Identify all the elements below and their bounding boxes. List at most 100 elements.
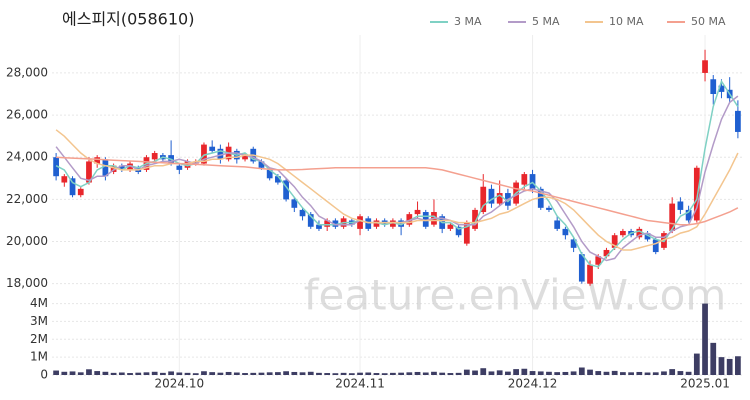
candle-body [570, 239, 577, 248]
volume-bar [652, 372, 659, 375]
volume-bar [472, 370, 478, 375]
candle-body [652, 239, 659, 253]
volume-bar [628, 372, 634, 375]
volume-bar [168, 371, 174, 375]
candle-body [373, 220, 380, 227]
volume-bar [192, 373, 199, 375]
candle-body [390, 220, 396, 227]
volume-bar [685, 371, 692, 375]
candle-body [554, 220, 561, 229]
x-tick-label: 2024.10 [155, 377, 205, 391]
candle-body [611, 235, 618, 248]
volume-bar [636, 371, 643, 375]
candle-body [258, 161, 265, 168]
candle-body [693, 167, 700, 221]
candle-body [677, 201, 684, 210]
candle-body [151, 153, 158, 160]
y-tick-label: 3M [30, 314, 48, 328]
y-tick-label: 1M [30, 350, 48, 364]
candle-body [447, 224, 454, 229]
volume-bar [275, 372, 281, 375]
candle-body [422, 212, 429, 227]
volume-bar [61, 371, 68, 375]
volume-bar [578, 367, 585, 375]
candle-body [578, 254, 585, 282]
candle-body [587, 264, 593, 284]
candle-body [398, 220, 404, 227]
volume-bar [77, 372, 84, 375]
y-tick-label: 26,000 [6, 108, 48, 122]
candle-body [201, 144, 207, 164]
volume-bar [726, 358, 733, 375]
candle-body [242, 155, 248, 160]
candle-body [266, 169, 273, 179]
volume-bar [266, 372, 273, 375]
x-tick-label: 2025.01 [680, 377, 730, 391]
legend-label: 3 MA [454, 15, 482, 28]
volume-bar [127, 373, 133, 375]
x-tick-label: 2024.11 [335, 377, 385, 391]
volume-bar [135, 372, 142, 375]
volume-bar [595, 371, 602, 375]
volume-bar [365, 372, 372, 375]
volume-bar [735, 356, 741, 375]
candle-body [192, 161, 199, 164]
volume-bar [398, 372, 404, 375]
volume-bar [151, 371, 158, 375]
volume-bar [505, 371, 511, 375]
volume-bar [250, 372, 257, 375]
volume-bar [702, 303, 708, 375]
volume-bar [620, 372, 626, 375]
volume-bar [233, 372, 240, 375]
ma-line [56, 156, 739, 226]
volume-bar [463, 369, 470, 375]
y-tick-label: 4M [30, 296, 48, 310]
volume-bar [307, 371, 314, 375]
volume-bar [603, 371, 610, 375]
volume-bar [110, 372, 117, 375]
volume-bar [53, 370, 59, 375]
volume-bar [225, 371, 232, 375]
y-tick-label: 24,000 [6, 150, 48, 164]
volume-bar [176, 372, 183, 375]
volume-bar [184, 372, 191, 375]
volume-bar [447, 373, 454, 375]
candle-body [176, 165, 183, 170]
volume-bar [529, 371, 536, 375]
volume-bar [677, 371, 684, 375]
chart-title: 에스피지(058610) [62, 10, 194, 29]
candle-body [291, 199, 298, 208]
candle-body [209, 146, 216, 151]
candle-body [77, 188, 84, 196]
volume-bar [480, 368, 487, 375]
candle-body [275, 176, 281, 183]
volume-bar [562, 371, 569, 375]
candle-body [307, 214, 314, 227]
volume-bar [242, 373, 248, 375]
candle-body [406, 214, 413, 225]
candle-body [127, 163, 133, 170]
candle-body [357, 216, 363, 229]
candle-body [529, 174, 536, 189]
volume-bar [488, 371, 495, 375]
volume-bar [669, 369, 676, 375]
candle-body [61, 176, 68, 183]
volume-bar [455, 372, 462, 375]
volume-bar [570, 371, 577, 375]
volume-bar [373, 373, 380, 375]
volume-bar [340, 372, 347, 375]
candle-body [546, 207, 552, 210]
watermark: feature.enVieW.com [304, 271, 727, 320]
volume-bar [283, 371, 289, 375]
volume-bar [661, 371, 667, 375]
candle-body [472, 209, 478, 229]
volume-bar [381, 373, 388, 375]
candle-body [603, 249, 610, 257]
volume-bar [439, 372, 446, 375]
volume-bar [258, 372, 265, 375]
y-tick-label: 28,000 [6, 65, 48, 79]
volume-bar [332, 373, 339, 375]
candle-body [636, 228, 643, 238]
candle-body [365, 218, 372, 229]
